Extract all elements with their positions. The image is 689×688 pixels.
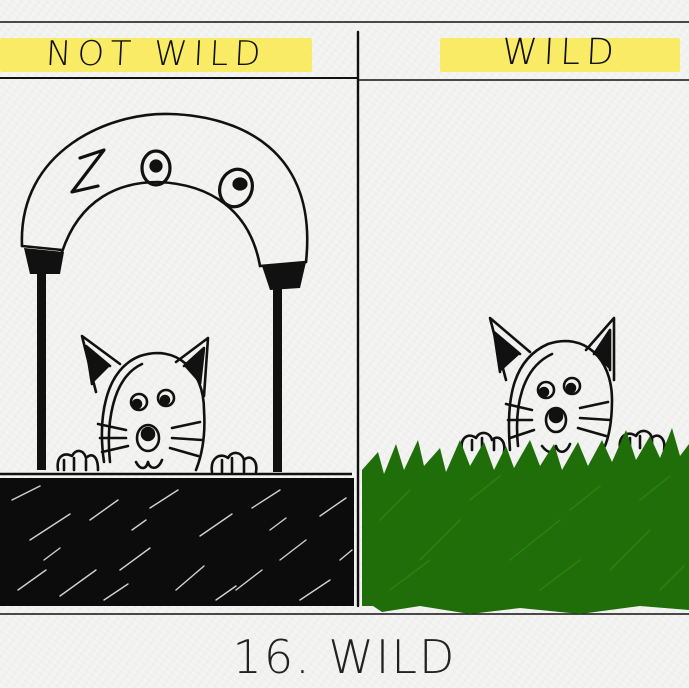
- zoo-post-right: [273, 286, 282, 472]
- cat-left: [56, 334, 258, 474]
- arch-base-left: [24, 248, 64, 274]
- zoo-sign-letters: [70, 148, 254, 209]
- panel-frame: [0, 21, 689, 615]
- highlight-left: [0, 38, 312, 72]
- highlight-right: [440, 38, 680, 72]
- grass-texture: [379, 475, 685, 591]
- zoo-post-left: [37, 270, 46, 470]
- arch-base-right: [262, 262, 306, 290]
- grass: [362, 428, 689, 614]
- zoo-arch: [20, 112, 309, 268]
- panel-label-not-wild: NOT WILD: [44, 34, 268, 74]
- comic-caption: 16. WILD: [232, 630, 457, 684]
- zoo-wall-scribble: [0, 478, 354, 606]
- panel-label-wild: WILD: [500, 32, 622, 73]
- cat-right: [460, 316, 666, 454]
